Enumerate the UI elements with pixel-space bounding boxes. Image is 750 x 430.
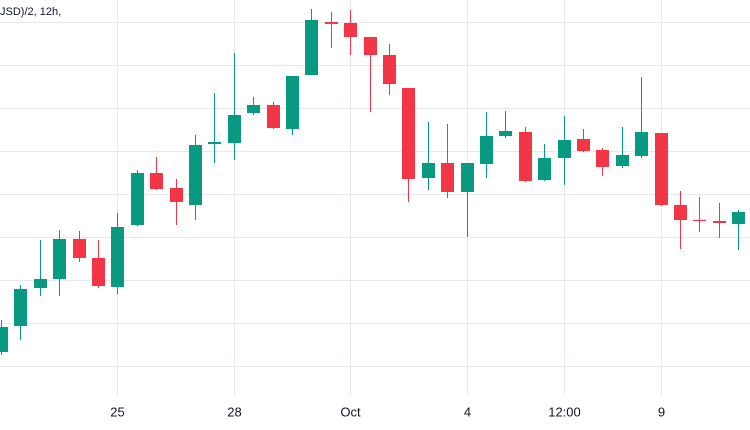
candle-body: [461, 163, 474, 192]
candle-body: [383, 55, 396, 84]
candle-body: [286, 76, 299, 129]
candle-body: [616, 155, 629, 166]
candle-body: [131, 173, 144, 225]
candle-body: [538, 158, 551, 180]
candle-body: [267, 105, 280, 128]
candle-body: [732, 212, 745, 224]
candle-body: [344, 23, 357, 37]
candle-body: [73, 239, 86, 258]
chart-title: JSD)/2, 12h,: [0, 6, 61, 18]
candle-body: [189, 145, 202, 205]
candle-body: [325, 22, 338, 24]
candle-body: [0, 327, 8, 352]
candle-body: [422, 163, 435, 178]
candle-body: [441, 163, 454, 192]
x-tick-label: 25: [110, 404, 124, 419]
candle-body: [364, 37, 377, 55]
candle-body: [713, 221, 726, 223]
candle-body: [480, 136, 493, 164]
x-tick-label: Oct: [340, 404, 361, 419]
candle-body: [111, 227, 124, 287]
candle-body: [402, 88, 415, 179]
candle-body: [150, 173, 163, 189]
candle-body: [499, 131, 512, 136]
candle-body: [635, 132, 648, 156]
candle-body: [655, 133, 668, 205]
candle-body: [170, 188, 183, 202]
x-tick-label: 12:00: [548, 404, 581, 419]
x-tick-label: 9: [658, 404, 665, 419]
candle-body: [92, 258, 105, 286]
candle-body: [14, 289, 27, 326]
candle-body: [228, 115, 241, 143]
candle-body: [577, 139, 590, 151]
candle-body: [53, 239, 66, 279]
candle-body: [247, 105, 260, 113]
candle-body: [305, 20, 318, 75]
candle-body: [519, 132, 532, 181]
candle-body: [674, 205, 687, 220]
x-tick-label: 28: [227, 404, 241, 419]
candle-body: [558, 140, 571, 158]
candle-body: [596, 150, 609, 167]
candle-body: [693, 220, 706, 221]
candle-body: [208, 142, 221, 144]
x-tick-label: 4: [464, 404, 471, 419]
candle-body: [34, 279, 47, 288]
